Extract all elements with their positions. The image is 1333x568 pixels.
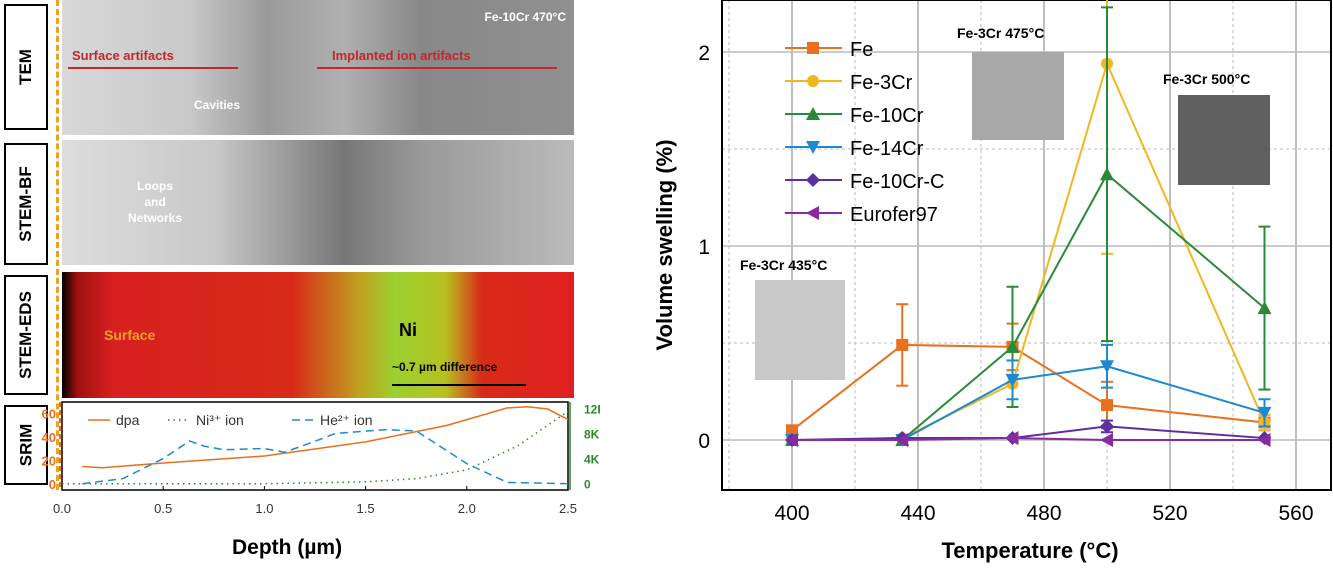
marker-triangle-up [1100, 167, 1114, 181]
x-axis-label: Temperature (°C) [941, 538, 1118, 563]
series-line-Fe [791, 343, 1265, 432]
legend-label: Fe-3Cr [850, 72, 913, 94]
marker-square [807, 42, 819, 54]
difference-label: ~0.7 µm difference [392, 360, 498, 374]
x-tick-label: 400 [774, 502, 809, 525]
legend-label: Fe-10Cr [850, 105, 924, 127]
stem-bf-image: Loops and Networks [62, 140, 574, 265]
x-tick-label: 520 [1152, 502, 1187, 525]
inset-micrograph [755, 280, 845, 380]
series-line-Fe-14Cr [792, 365, 1265, 441]
marker-triangle-up [1257, 301, 1272, 315]
x-tick-label: 560 [1278, 502, 1313, 525]
marker-triangle-down [1100, 360, 1114, 374]
implanted-label: Implanted ion artifacts [332, 48, 471, 63]
y-tick-label: 1 [698, 236, 710, 259]
label-srim: SRIM [4, 405, 48, 485]
x-tick-label: 480 [1026, 502, 1061, 525]
loops-label: Loops [137, 179, 174, 193]
legend-label: Fe-14Cr [850, 138, 924, 160]
legend-label: Eurofer97 [850, 204, 938, 226]
label-tem: TEM [4, 4, 48, 130]
label-stem-bf: STEM-BF [4, 143, 48, 265]
marker-triangle-up [806, 107, 820, 120]
tem-image: Fe-10Cr 470°C Surface artifacts Implante… [62, 0, 574, 135]
legend-label: Fe [850, 39, 873, 61]
marker-triangle-left [806, 206, 819, 220]
marker-triangle-left [895, 433, 909, 447]
marker-triangle-down [1005, 373, 1020, 387]
stem-eds-image: Surface Ni ~0.7 µm difference [62, 272, 574, 398]
marker-diamond [1100, 419, 1114, 434]
inset-title: Fe-3Cr 435°C [740, 257, 827, 273]
y-axis-label: Volume swelling (%) [652, 139, 677, 350]
legend-label: Fe-10Cr-C [850, 171, 944, 193]
inset-title: Fe-3Cr 475°C [957, 25, 1044, 41]
inset-micrograph [1178, 95, 1270, 185]
surface-line [56, 0, 59, 490]
marker-triangle-down [1257, 406, 1272, 420]
y-tick-label: 0 [698, 430, 710, 453]
marker-square [896, 338, 909, 351]
marker-diamond [806, 173, 820, 187]
marker-triangle-down [806, 141, 820, 154]
surface-artifacts-label: Surface artifacts [72, 48, 174, 63]
marker-triangle-up [1005, 339, 1020, 353]
inset-micrograph [972, 52, 1064, 140]
y-tick-label: 2 [698, 42, 710, 65]
depth-axis-label: Depth (µm) [232, 536, 343, 559]
label-stem-eds: STEM-EDS [4, 275, 48, 395]
ni-label: Ni [399, 320, 417, 340]
networks-label: Networks [128, 211, 183, 225]
marker-triangle-left [1257, 433, 1271, 447]
x-tick-label: 440 [900, 502, 935, 525]
surface-label: Surface [104, 327, 156, 343]
marker-circle [807, 75, 819, 87]
and-label: and [144, 195, 166, 209]
cavities-label: Cavities [194, 98, 241, 112]
marker-triangle-left [785, 433, 798, 447]
marker-square [786, 424, 798, 437]
implanted-arrow [317, 67, 557, 69]
marker-triangle-left [1005, 431, 1019, 446]
inset-title: Fe-3Cr 500°C [1163, 71, 1250, 87]
marker-square [1101, 399, 1113, 412]
tem-title: Fe-10Cr 470°C [484, 10, 566, 24]
plot-frame [721, 0, 1332, 491]
difference-arrow [392, 384, 526, 386]
surface-artifacts-arrow [68, 67, 238, 69]
marker-triangle-left [1100, 433, 1113, 447]
